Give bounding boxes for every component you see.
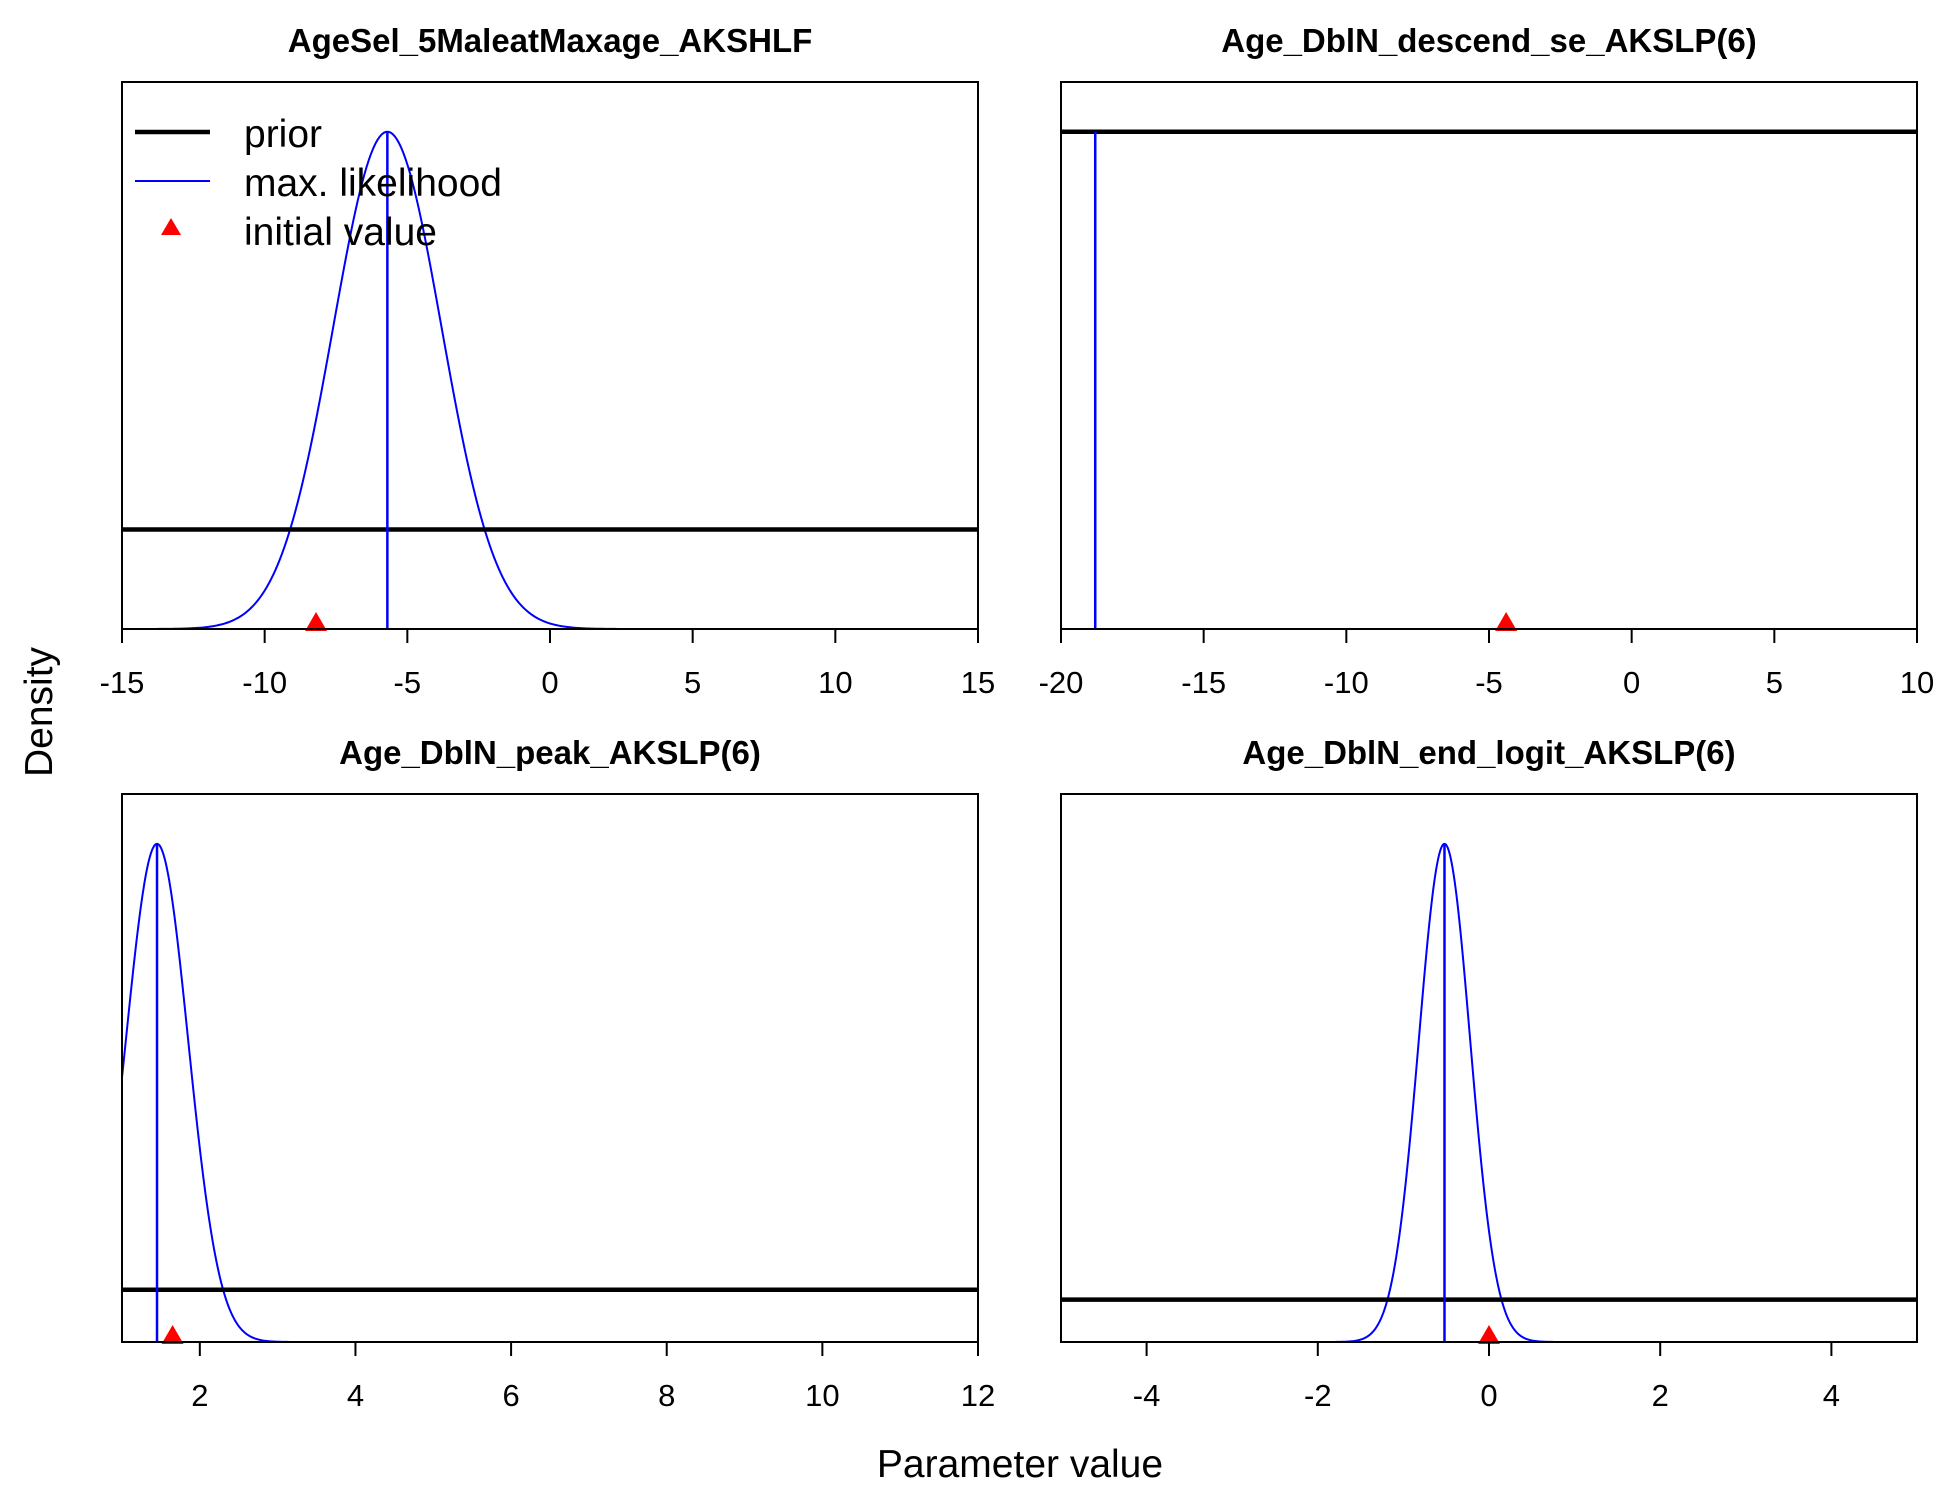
x-tick-label: 5 — [1766, 665, 1783, 700]
panel-3: 2 4 6 8 10 12 Age_DblN_peak_AKSLP(6) — [121, 734, 995, 1413]
x-tick-label: -5 — [1475, 665, 1503, 700]
plot-area — [122, 842, 978, 1342]
plot-frame — [1060, 81, 1918, 630]
x-tick-label: -20 — [1039, 665, 1084, 700]
x-tick-label: 0 — [1623, 665, 1640, 700]
x-tick-label: 10 — [1900, 665, 1934, 700]
initial-value-marker — [1478, 1325, 1500, 1344]
x-tick-label: -10 — [1324, 665, 1369, 700]
plot-frame — [1060, 793, 1918, 1343]
initial-value-marker — [1495, 612, 1518, 631]
x-tick-label: 2 — [1652, 1378, 1669, 1413]
x-axis-title: Parameter value — [877, 1443, 1163, 1486]
legend-triangle-icon — [161, 218, 181, 235]
x-tick-label: -4 — [1133, 1378, 1161, 1413]
x-tick-label: 4 — [1823, 1378, 1840, 1413]
x-tick-label: 10 — [818, 665, 852, 700]
max-likelihood-curve — [1326, 842, 1558, 1342]
x-tick-label: 5 — [684, 665, 701, 700]
initial-value-marker — [305, 612, 328, 631]
x-tick-label: 0 — [541, 665, 558, 700]
panel-4: -4 -2 0 2 4 Age_DblN_end_logit_AKSLP(6) — [1060, 734, 1918, 1413]
x-tick-label: -15 — [1181, 665, 1226, 700]
legend: prior max. likelihood initial value — [135, 113, 502, 254]
panel-title: Age_DblN_descend_se_AKSLP(6) — [1221, 22, 1757, 59]
x-tick-label: -2 — [1304, 1378, 1332, 1413]
y-axis-title: Density — [18, 646, 61, 777]
panel-title: Age_DblN_peak_AKSLP(6) — [339, 734, 761, 771]
x-tick-label: 12 — [961, 1378, 995, 1413]
x-tick-label: -15 — [100, 665, 145, 700]
legend-label: prior — [244, 113, 322, 156]
plot-frame — [121, 793, 979, 1343]
x-tick-label: 0 — [1480, 1378, 1497, 1413]
legend-label: initial value — [244, 211, 437, 254]
panel-title: AgeSel_5MaleatMaxage_AKSHLF — [288, 22, 813, 59]
panel-1: -15 -10 -5 0 5 10 15 AgeSel_5MaleatMaxage_AKSHL… — [100, 22, 996, 700]
x-tick-label: 8 — [658, 1378, 675, 1413]
x-tick-label: 2 — [191, 1378, 208, 1413]
legend-label: max. likelihood — [244, 162, 502, 205]
panel-2: -20 -15 -10 -5 0 5 10 Age_DblN_descend_se_AKSLP… — [1039, 22, 1935, 700]
plot-area — [122, 130, 978, 629]
panel-title: Age_DblN_end_logit_AKSLP(6) — [1242, 734, 1735, 771]
x-tick-label: 6 — [502, 1378, 519, 1413]
x-tick-label: -5 — [394, 665, 422, 700]
max-likelihood-curve — [122, 842, 325, 1342]
initial-value-marker — [161, 1325, 184, 1344]
x-tick-label: 4 — [347, 1378, 364, 1413]
plot-area — [1061, 842, 1917, 1342]
x-tick-label: -10 — [242, 665, 287, 700]
max-likelihood-curve — [122, 130, 642, 629]
x-tick-label: 10 — [805, 1378, 839, 1413]
x-tick-label: 15 — [961, 665, 995, 700]
plot-area — [1061, 129, 1917, 629]
